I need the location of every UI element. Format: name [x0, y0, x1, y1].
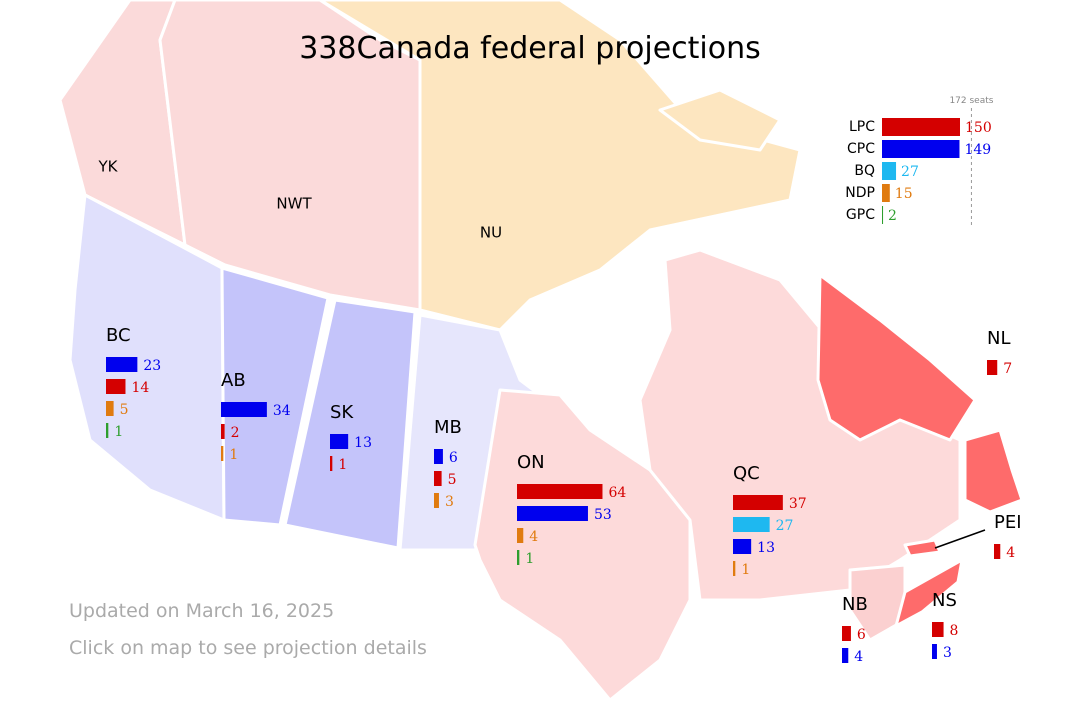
seat-count: 5	[120, 402, 129, 418]
seat-count: 6	[857, 627, 866, 643]
seat-count: 3	[943, 645, 952, 661]
seat-count: 1	[338, 457, 347, 473]
party-name: GPC	[846, 207, 875, 223]
seat-count: 23	[143, 358, 161, 374]
seat-count: 13	[757, 540, 775, 556]
nova-scotia[interactable]	[894, 558, 964, 628]
seat-count: 6	[449, 450, 458, 466]
territory-label: YK	[98, 158, 119, 176]
seat-count: 2	[231, 425, 240, 441]
nunavut-island[interactable]	[658, 88, 782, 152]
national-bar	[882, 118, 960, 136]
seat-bar	[106, 379, 126, 394]
province-label: PEI	[994, 512, 1022, 533]
northwest-territories[interactable]	[158, 0, 422, 312]
province-label: MB	[434, 417, 462, 438]
province-label: QC	[733, 463, 760, 484]
national-seats: 15	[895, 186, 913, 202]
province-label: AB	[221, 370, 246, 391]
updated-note: Updated on March 16, 2025	[69, 600, 334, 622]
seat-bar	[434, 471, 442, 486]
seat-count: 27	[776, 518, 794, 534]
province-label: NB	[842, 594, 868, 615]
seat-count: 3	[445, 494, 454, 510]
seat-bar	[932, 644, 937, 659]
seat-bar	[994, 544, 1001, 559]
seat-bar	[517, 506, 588, 521]
seat-bar	[517, 550, 520, 565]
seat-bar	[517, 528, 524, 543]
pei-leader	[934, 529, 986, 549]
seat-bar	[106, 401, 114, 416]
seat-bar	[733, 539, 752, 554]
seat-count: 4	[1006, 545, 1015, 561]
seat-bar	[106, 357, 138, 372]
national-seats: 149	[964, 142, 991, 158]
national-bar	[882, 184, 890, 202]
title: 338Canada federal projections	[299, 31, 761, 66]
territory-label: NU	[480, 224, 502, 242]
province-label: SK	[330, 402, 354, 423]
national-bar	[882, 206, 884, 224]
nunavut[interactable]	[318, 0, 802, 332]
seat-bar	[987, 360, 998, 375]
seat-count: 1	[114, 424, 123, 440]
seat-count: 64	[608, 485, 626, 501]
seat-bar	[221, 446, 224, 461]
seat-bar	[733, 517, 770, 532]
newfoundland[interactable]	[963, 428, 1024, 514]
seat-count: 37	[789, 496, 807, 512]
province-label: NL	[987, 328, 1011, 349]
national-bar	[882, 162, 897, 180]
seat-bar	[330, 434, 349, 449]
seat-count: 53	[594, 507, 612, 523]
seat-count: 13	[354, 435, 372, 451]
seat-bar	[221, 402, 267, 417]
seat-bar	[932, 622, 944, 637]
national-seats: 27	[901, 164, 919, 180]
national-seats: 2	[888, 208, 897, 224]
labrador[interactable]	[816, 273, 977, 442]
seat-count: 4	[529, 529, 538, 545]
party-name: LPC	[849, 119, 875, 135]
seat-count: 4	[854, 649, 863, 665]
territory-label: NWT	[276, 195, 312, 213]
seat-bar	[733, 495, 783, 510]
saskatchewan[interactable]	[283, 298, 417, 550]
seat-bar	[434, 449, 443, 464]
prince-edward-island[interactable]	[903, 538, 942, 558]
seat-count: 14	[131, 380, 149, 396]
seat-count: 1	[229, 447, 238, 463]
seat-count: 5	[448, 472, 457, 488]
party-name: NDP	[845, 185, 875, 201]
new-brunswick[interactable]	[848, 563, 907, 642]
national-bar	[882, 140, 960, 158]
regions	[58, 0, 1024, 702]
seat-bar	[434, 493, 439, 508]
seat-count: 34	[273, 403, 291, 419]
seat-count: 8	[950, 623, 959, 639]
ontario[interactable]	[473, 388, 692, 702]
province-label: NS	[932, 590, 957, 611]
seat-bar	[106, 423, 109, 438]
seat-count: 1	[741, 562, 750, 578]
seat-count: 7	[1003, 361, 1012, 377]
hint: Click on map to see projection details	[69, 637, 427, 659]
seat-bar	[330, 456, 333, 471]
province-label: BC	[106, 325, 131, 346]
national-seats: 150	[965, 120, 992, 136]
seat-bar	[221, 424, 225, 439]
seat-count: 1	[525, 551, 534, 567]
province-label: ON	[517, 452, 545, 473]
seat-bar	[842, 648, 849, 663]
party-name: CPC	[847, 141, 875, 157]
seat-bar	[842, 626, 851, 641]
seat-bar	[733, 561, 736, 576]
seat-bar	[517, 484, 603, 499]
majority-label: 172 seats	[949, 96, 993, 106]
party-name: BQ	[854, 163, 875, 179]
